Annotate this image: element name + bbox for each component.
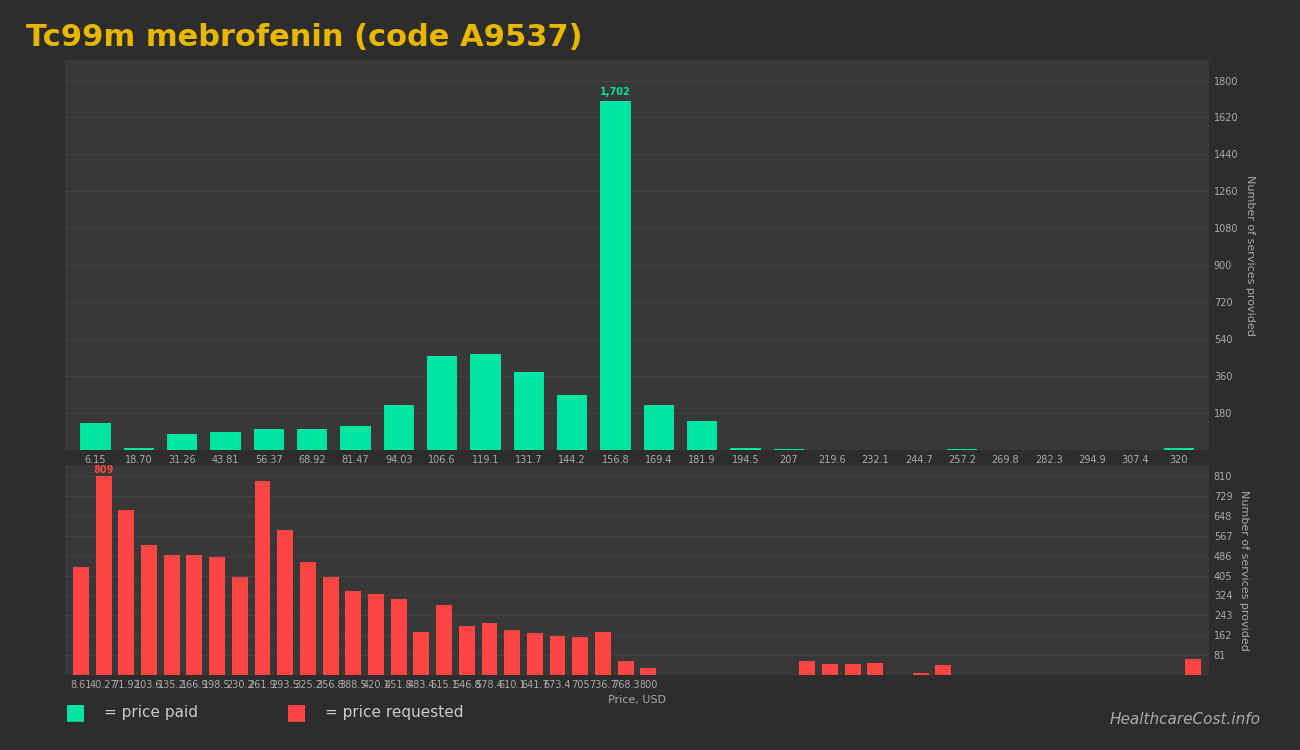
Bar [644, 405, 673, 450]
Bar [514, 372, 543, 450]
Bar [867, 663, 883, 675]
Text: = price requested: = price requested [325, 705, 464, 720]
Bar [731, 448, 760, 450]
Bar [822, 664, 838, 675]
Bar [209, 557, 225, 675]
Bar [118, 511, 134, 675]
Bar [936, 665, 952, 675]
Text: 1,702: 1,702 [601, 86, 630, 97]
Bar [341, 427, 370, 450]
Text: Tc99m mebrofenin (code A9537): Tc99m mebrofenin (code A9537) [26, 22, 582, 52]
Bar [73, 567, 88, 675]
Bar [140, 544, 157, 675]
Bar [641, 668, 656, 675]
Bar [254, 430, 283, 450]
Bar [384, 405, 413, 450]
Bar [346, 592, 361, 675]
Bar [211, 431, 240, 450]
Bar [481, 623, 498, 675]
Bar [231, 577, 248, 675]
Bar [572, 637, 588, 675]
Bar [391, 598, 407, 675]
X-axis label: Price, USD: Price, USD [608, 695, 666, 706]
Bar [426, 356, 458, 450]
Text: ■: ■ [65, 703, 86, 722]
Bar [96, 476, 112, 675]
Text: 809: 809 [94, 465, 114, 475]
Bar [946, 449, 978, 450]
Bar [436, 605, 452, 675]
Bar [845, 664, 861, 675]
Bar [550, 636, 566, 675]
Bar [296, 430, 328, 450]
Y-axis label: Number of services provided: Number of services provided [1245, 175, 1256, 335]
Bar [277, 530, 292, 675]
Bar [459, 626, 474, 675]
Bar [322, 577, 338, 675]
Y-axis label: Number of services provided: Number of services provided [1239, 490, 1249, 650]
X-axis label: Price, USD: Price, USD [608, 470, 666, 481]
Text: = price paid: = price paid [104, 705, 198, 720]
Bar [1164, 448, 1193, 450]
Bar [81, 423, 110, 450]
Text: ■: ■ [286, 703, 307, 722]
Bar [300, 562, 316, 675]
Bar [368, 594, 384, 675]
Bar [166, 433, 198, 450]
Bar [1186, 659, 1201, 675]
Bar [124, 448, 153, 450]
Bar [526, 633, 543, 675]
Bar [556, 394, 588, 450]
Bar [471, 353, 500, 450]
Text: HealthcareCost.info: HealthcareCost.info [1110, 712, 1261, 728]
Bar [595, 632, 611, 675]
Bar [618, 662, 633, 675]
Bar [800, 662, 815, 675]
Bar [186, 555, 203, 675]
Bar [255, 481, 270, 675]
Bar [504, 629, 520, 675]
Bar [913, 673, 928, 675]
Bar [164, 555, 179, 675]
Bar [686, 422, 718, 450]
Bar [601, 100, 630, 450]
Bar [413, 632, 429, 675]
